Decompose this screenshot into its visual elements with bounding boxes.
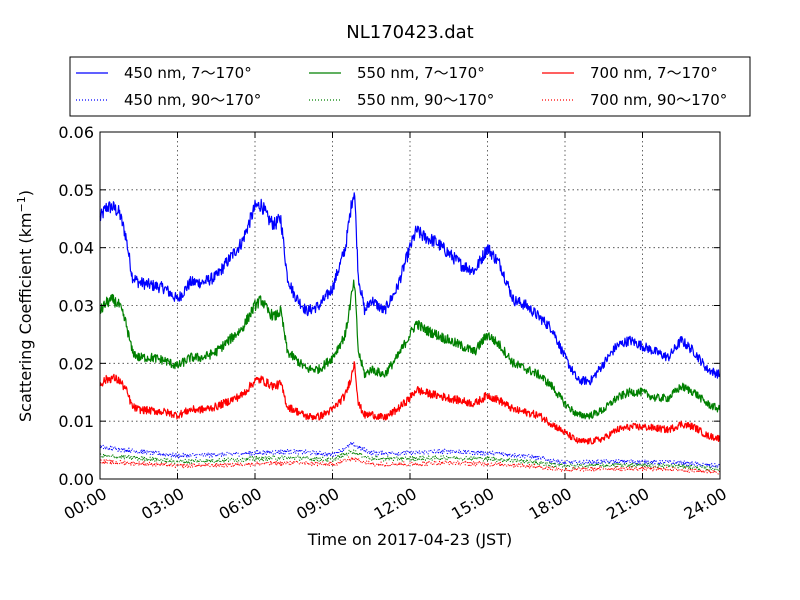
x-axis-label: Time on 2017-04-23 (JST) [307,530,512,549]
y-tick-label: 0.01 [58,412,94,431]
y-axis-label: Scattering Coefficient (km−1) [15,190,35,422]
series-line-1 [99,441,721,469]
x-tick-label: 21:00 [603,484,652,524]
legend-entry-label: 550 nm, 90～170° [357,91,494,109]
series-line-0 [99,192,721,386]
y-axis-label-text: Scattering Coefficient (km [16,212,35,422]
legend-entry-label: 550 nm, 7～170° [357,64,485,82]
x-tick-label: 09:00 [293,484,342,524]
legend-entry-label: 700 nm, 7～170° [590,64,718,82]
y-tick-label: 0.04 [58,239,94,258]
series-line-4 [99,361,721,445]
legend-entry-label: 450 nm, 7～170° [124,64,252,82]
y-tick-label: 0.00 [58,470,94,489]
y-axis-label-superscript: −1 [15,196,28,212]
legend: 450 nm, 7～170° 550 nm, 7～170° 700 nm, 7～17… [69,56,751,117]
chart-title: NL170423.dat [346,22,473,43]
y-tick-label: 0.06 [58,123,94,142]
x-tick-label: 15:00 [448,484,497,524]
y-tick-label: 0.02 [58,354,94,373]
y-axis-label-close: ) [16,190,35,196]
legend-frame [69,56,751,117]
legend-entry-label: 450 nm, 90～170° [124,91,261,109]
grid [100,132,720,479]
x-tick-label: 00:00 [61,484,110,524]
x-tick-label: 06:00 [216,484,265,524]
x-tick-label: 03:00 [138,484,187,524]
x-tick-label: 12:00 [371,484,420,524]
series-line-2 [99,279,721,420]
y-tick-label: 0.05 [58,181,94,200]
series-line-3 [99,449,721,472]
x-tick-label: 18:00 [526,484,575,524]
series-line-5 [99,456,721,475]
legend-entry-label: 700 nm, 90～170° [590,91,727,109]
x-tick-label: 24:00 [681,484,730,524]
y-tick-label: 0.03 [58,297,94,316]
series-layer [99,192,721,475]
